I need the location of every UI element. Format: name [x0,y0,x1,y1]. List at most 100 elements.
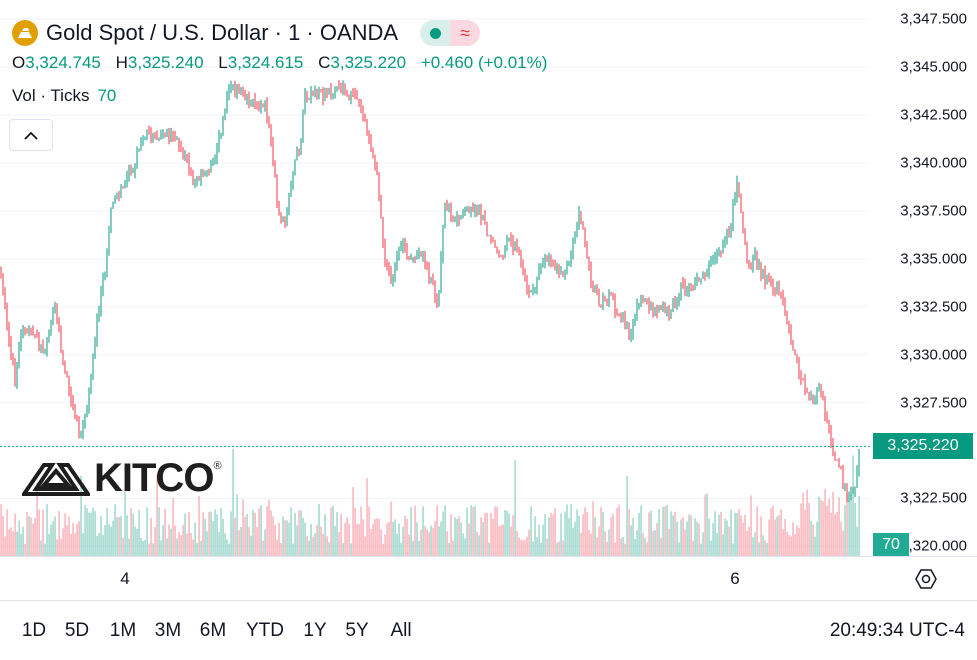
volume-bar [128,538,130,556]
volume-bar [454,517,456,556]
volume-bar [150,517,152,556]
volume-bar [160,540,162,556]
range-button-3m[interactable]: 3M [154,620,182,641]
volume-bar [648,512,650,556]
volume-bar [822,501,824,556]
volume-bar [470,505,472,556]
volume-bar [514,460,516,556]
volume-bar [228,543,230,556]
volume-bar [806,489,808,556]
scale-settings-icon[interactable] [914,567,938,591]
range-button-5y[interactable]: 5Y [345,620,369,641]
volume-bar [78,520,80,556]
volume-bar [110,526,112,556]
volume-bar [582,514,584,556]
volume-bar [776,516,778,556]
volume-bar [504,510,506,556]
volume-bar [546,538,548,556]
volume-bar [118,517,120,556]
volume-bar [412,540,414,556]
range-button-1d[interactable]: 1D [21,620,47,641]
volume-bar [680,519,682,556]
volume-bar [762,535,764,556]
volume-bar [72,523,74,556]
market-open-dot-icon [420,20,451,46]
volume-bar [120,515,122,556]
volume-bar [206,531,208,556]
volume-bar [670,511,672,556]
price-chart-svg[interactable] [0,0,870,556]
range-button-all[interactable]: All [390,620,412,641]
volume-bar [652,530,654,556]
range-button-6m[interactable]: 6M [199,620,227,641]
chart-canvas[interactable]: Gold Spot / U.S. Dollar · 1 · OANDA ≈ O3… [0,0,870,556]
volume-bar [12,531,14,556]
volume-bar [148,543,150,556]
volume-bar [240,526,242,556]
range-button-5d[interactable]: 5D [64,620,90,641]
volume-legend[interactable]: Vol · Ticks 70 [12,86,116,106]
volume-bar [798,528,800,556]
volume-bar [466,507,468,556]
market-status-pill[interactable]: ≈ [420,20,481,46]
volume-bar [278,522,280,556]
volume-bar [362,519,364,556]
time-axis[interactable]: 4 6 [0,556,977,601]
volume-bar [730,509,732,556]
volume-bar [774,519,776,556]
volume-bar [76,524,78,556]
volume-bar [122,537,124,556]
volume-bar [600,507,602,556]
range-button-ytd[interactable]: YTD [246,620,284,641]
volume-bar [332,505,334,556]
range-button-1y[interactable]: 1Y [303,620,327,641]
volume-bar [102,534,104,556]
volume-bar [448,542,450,556]
collapse-legend-button[interactable] [9,119,53,151]
volume-bar [42,509,44,556]
current-volume-label: 70 [873,533,909,557]
volume-bar [414,505,416,556]
volume-bar [624,543,626,556]
volume-bar [410,506,412,556]
volume-bar [510,526,512,556]
range-button-1m[interactable]: 1M [109,620,137,641]
volume-bar [852,455,854,556]
price-scale[interactable]: 3,347.500 3,345.000 3,342.500 3,340.000 3,33… [870,0,977,556]
volume-bar [222,518,224,556]
symbol-title[interactable]: Gold Spot / U.S. Dollar · 1 · OANDA [46,20,399,45]
volume-bar [676,521,678,556]
volume-bar [4,536,6,556]
volume-bar [488,542,490,556]
volume-bar [114,504,116,556]
volume-bar [460,522,462,556]
price-tick-label: 3,342.500 [900,106,967,124]
volume-bar [718,514,720,556]
volume-bar [352,487,354,556]
volume-bar [234,517,236,556]
volume-bar [158,507,160,556]
volume-bar [422,506,424,556]
volume-bar [722,534,724,556]
volume-bar [330,507,332,556]
change-value: +0.460 (+0.01%) [420,53,548,72]
volume-bar [438,526,440,556]
volume-bar [746,530,748,556]
volume-bar [146,507,148,556]
volume-bar [686,521,688,556]
volume-bar [20,533,22,556]
timezone-clock[interactable]: 20:49:34 UTC-4 [829,620,965,641]
volume-bar [810,520,812,556]
volume-bar [304,522,306,556]
volume-bar [342,543,344,556]
volume-bar [830,512,832,556]
volume-bar [832,492,834,556]
volume-bar [276,539,278,556]
volume-bar [336,511,338,556]
volume-bar [580,532,582,556]
volume-bar [692,541,694,556]
volume-bar [758,542,760,556]
volume-bar [462,533,464,556]
volume-bar [638,512,640,556]
volume-bar [846,493,848,556]
